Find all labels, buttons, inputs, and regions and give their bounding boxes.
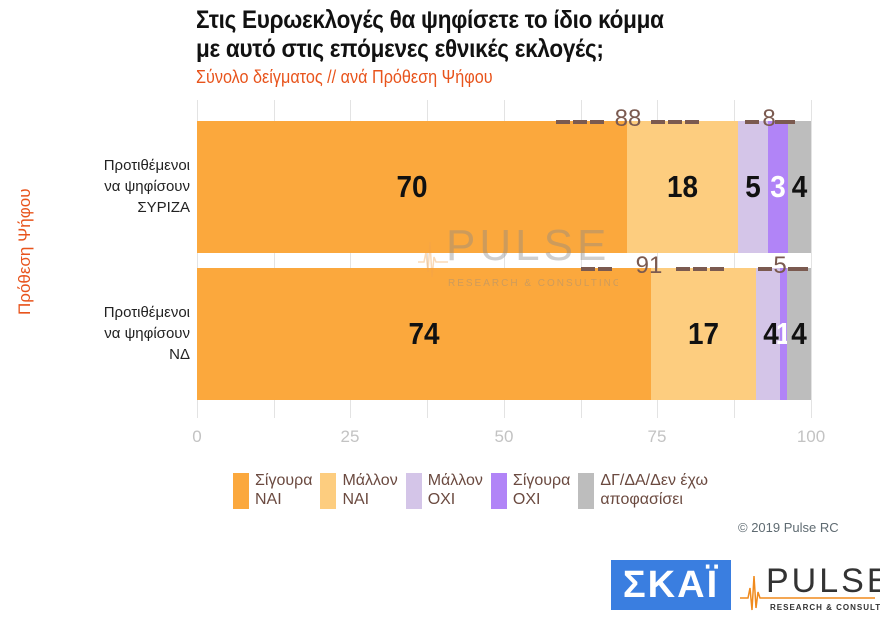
x-tick: 100 (796, 427, 826, 446)
segment-maybe-no: 5 (738, 121, 768, 253)
category-line: να ψηφίσουν (104, 325, 190, 342)
category-line: Προτιθέμενοι (103, 304, 190, 321)
svg-text:RESEARCH & CONSULTING: RESEARCH & CONSULTING (770, 603, 880, 612)
gridline (504, 100, 505, 418)
gridline (350, 100, 351, 418)
legend-item-sure-yes: Σίγουρα ΝΑΙ (233, 471, 312, 509)
value-label: 70 (396, 169, 428, 204)
category-line: να ψηφίσουν (104, 178, 190, 195)
x-tick: 50 (494, 427, 514, 446)
legend-label: ΔΓ/ΔΑ/Δεν έχω (600, 472, 708, 489)
value-label: 17 (687, 316, 720, 351)
segment-undecided: 4 (787, 268, 811, 400)
gridline (274, 100, 275, 418)
segment-sure-no: 1 (776, 268, 791, 400)
gridline (581, 100, 582, 418)
value-label: 74 (408, 316, 440, 351)
bar-syriza: 70 18 5 3 4 (197, 121, 811, 253)
no-total-bracket: 5 (758, 252, 808, 279)
segment-maybe-yes: 18 (627, 121, 738, 253)
segment-sure-no: 3 (768, 121, 788, 253)
title-line-1: Στις Ευρωεκλογές θα ψηφίσετε το ίδιο κόμ… (196, 6, 664, 34)
segment-maybe-yes: 17 (651, 268, 756, 400)
legend-label: ΟΧΙ (512, 491, 541, 508)
legend-label: ΝΑΙ (255, 491, 282, 508)
skai-logo: ΣΚΑΪ (611, 560, 731, 610)
copyright: © 2019 Pulse RC (738, 520, 839, 535)
legend-item-sure-no: Σίγουρα ΟΧΙ (490, 471, 571, 509)
pulse-logo: PULSE RESEARCH & CONSULTING (740, 558, 880, 613)
x-tick: 0 (192, 427, 202, 446)
gridline (811, 100, 812, 418)
yes-total-bracket: 91 (581, 252, 751, 279)
gridline (734, 100, 735, 418)
yes-total-label: 91 (635, 252, 663, 279)
segment-maybe-no: 4 (756, 268, 780, 400)
value-label: 3 (770, 169, 786, 204)
bar-nd: 74 17 4 1 4 (197, 268, 811, 400)
legend-label: Μάλλον (427, 472, 483, 489)
legend-swatch (233, 473, 249, 509)
category-line: ΝΔ (169, 346, 190, 363)
svg-text:PULSE: PULSE (766, 562, 880, 600)
segment-sure-yes: 70 (197, 121, 627, 253)
value-label: 5 (745, 169, 761, 204)
category-label-syriza: Προτιθέμενοι να ψηφίσουν ΣΥΡΙΖΑ (20, 155, 190, 218)
chart-title: Στις Ευρωεκλογές θα ψηφίσετε το ίδιο κόμ… (196, 6, 664, 64)
title-line-2: με αυτό στις επόμενες εθνικές εκλογές; (196, 35, 604, 63)
chart-subtitle: Σύνολο δείγματος // ανά Πρόθεση Ψήφου (196, 67, 493, 87)
legend-label: αποφασίσει (600, 491, 683, 508)
yes-total-bracket: 88 (556, 105, 738, 132)
y-axis-label: Πρόθεση Ψήφου (15, 188, 34, 315)
legend-swatch (405, 473, 422, 509)
legend-swatch (578, 473, 595, 509)
value-label: 4 (791, 169, 808, 204)
gridline (427, 100, 428, 418)
legend-label: Σίγουρα (512, 472, 571, 489)
legend-label: ΝΑΙ (342, 491, 370, 508)
no-total-bracket: 8 (745, 105, 795, 132)
category-label-nd: Προτιθέμενοι να ψηφίσουν ΝΔ (20, 302, 190, 365)
category-line: Προτιθέμενοι (103, 157, 190, 174)
legend-swatch (490, 473, 507, 509)
no-total-label: 5 (773, 252, 787, 279)
category-line: ΣΥΡΙΖΑ (137, 199, 190, 216)
legend-label: Σίγουρα (255, 472, 313, 489)
x-tick: 75 (647, 427, 667, 446)
legend-item-maybe-yes: Μάλλον ΝΑΙ (320, 471, 398, 509)
yes-total-label: 88 (614, 105, 642, 132)
legend-label: Μάλλον (342, 472, 398, 489)
legend-label: ΟΧΙ (427, 491, 456, 508)
gridline (657, 100, 658, 418)
x-tick: 25 (340, 427, 360, 446)
legend: Σίγουρα ΝΑΙ Μάλλον ΝΑΙ Μάλλον ΟΧΙ Σίγουρα ΟΧ… (233, 471, 716, 509)
segment-undecided: 4 (788, 121, 811, 253)
legend-item-maybe-no: Μάλλον ΟΧΙ (405, 471, 483, 509)
value-label: 4 (791, 316, 807, 351)
value-label: 18 (666, 169, 699, 204)
legend-swatch (320, 473, 337, 509)
gridline (197, 100, 198, 418)
value-label: 4 (763, 316, 779, 351)
segment-sure-yes: 74 (197, 268, 651, 400)
legend-item-undecided: ΔΓ/ΔΑ/Δεν έχω αποφασίσει (578, 471, 708, 509)
no-total-label: 8 (762, 105, 776, 132)
